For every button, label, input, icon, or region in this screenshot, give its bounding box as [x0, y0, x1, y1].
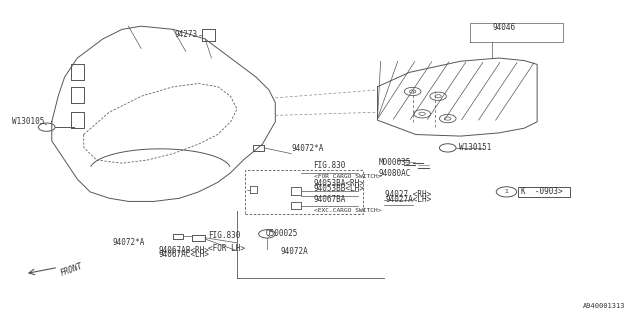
Text: FIG.830: FIG.830: [208, 231, 241, 240]
Text: 94072*A: 94072*A: [113, 238, 145, 247]
Text: A940001313: A940001313: [583, 303, 625, 309]
Text: 94046: 94046: [492, 23, 516, 32]
Text: <FOR LH>: <FOR LH>: [208, 244, 245, 253]
Text: 94027A<LH>: 94027A<LH>: [385, 195, 431, 204]
Text: 94080AC: 94080AC: [379, 169, 411, 178]
Text: 94067BA: 94067BA: [314, 195, 346, 204]
Text: 94053BA<RH>: 94053BA<RH>: [314, 179, 365, 188]
Text: 94067AB<RH>: 94067AB<RH>: [159, 246, 209, 255]
Text: W130105: W130105: [12, 117, 44, 126]
Text: FRONT: FRONT: [60, 261, 84, 277]
Text: 94027 <RH>: 94027 <RH>: [385, 190, 431, 199]
Text: 94053BB<LH>: 94053BB<LH>: [314, 184, 365, 194]
Text: <EXC.CARGO SWITCH>: <EXC.CARGO SWITCH>: [314, 208, 381, 213]
Text: 94273: 94273: [174, 30, 197, 39]
Text: M000035: M000035: [379, 158, 411, 167]
Text: <FOR CARGO SWITCH>: <FOR CARGO SWITCH>: [314, 174, 381, 179]
Text: Q500025: Q500025: [266, 229, 298, 238]
Text: K  -0903>: K -0903>: [521, 188, 563, 196]
Text: FIG.830: FIG.830: [314, 161, 346, 170]
Text: W130151: W130151: [460, 143, 492, 152]
Text: 94072*A: 94072*A: [291, 144, 324, 153]
Text: 1: 1: [504, 189, 508, 194]
Text: 94072A: 94072A: [280, 247, 308, 256]
Text: 94067AC<LH>: 94067AC<LH>: [159, 251, 209, 260]
